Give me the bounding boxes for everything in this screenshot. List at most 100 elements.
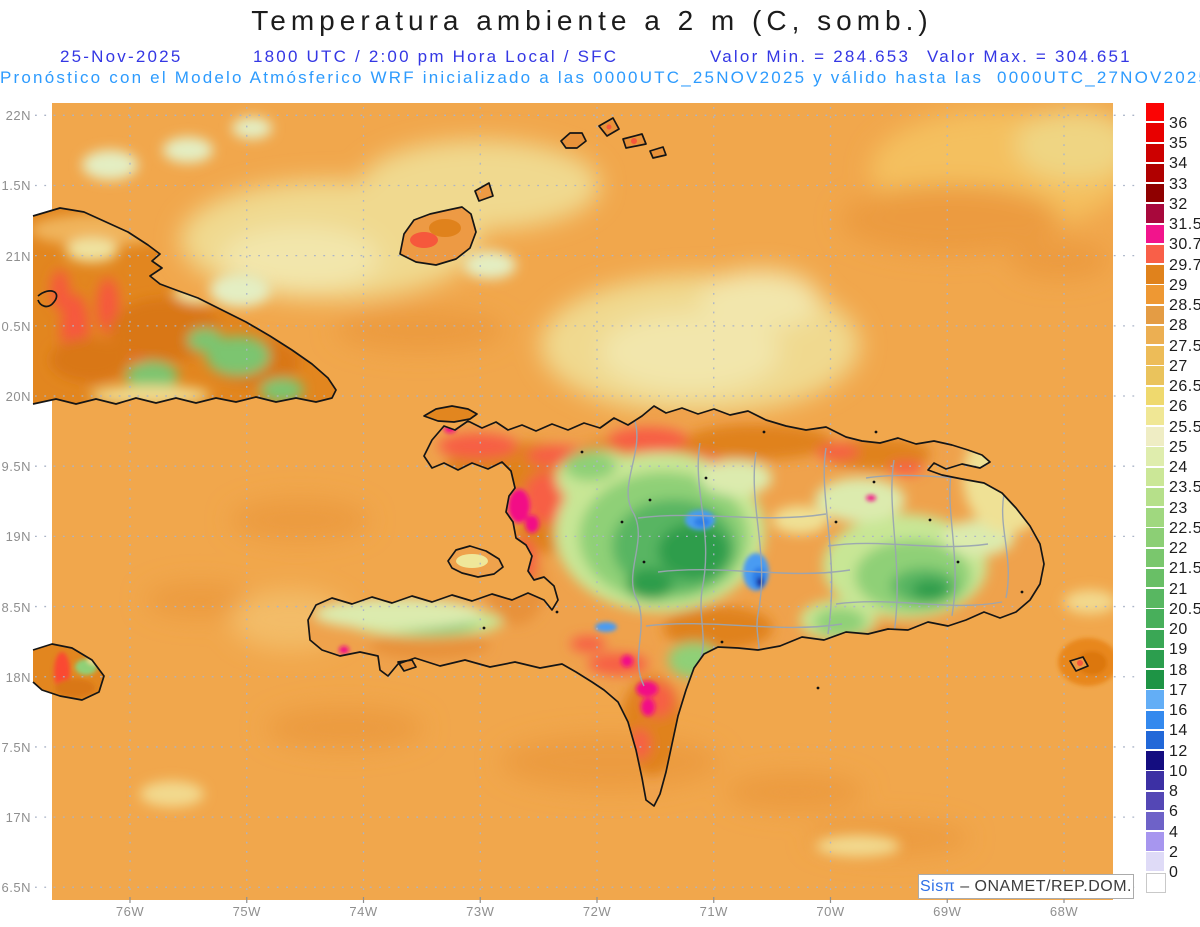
x-axis-label: 74W (349, 904, 378, 919)
colorbar-label: 28 (1169, 317, 1188, 335)
colorbar-cell (1146, 184, 1164, 203)
colorbar-label: 8 (1169, 783, 1179, 801)
colorbar-label: 18 (1169, 661, 1188, 679)
colorbar-label: 26 (1169, 398, 1188, 416)
x-axis-label: 75W (232, 904, 261, 919)
valor-max-value: 304.651 (1054, 47, 1132, 66)
colorbar-cell (1146, 568, 1164, 588)
attribution-separator: – (955, 877, 975, 895)
colorbar-cell (1146, 447, 1164, 466)
y-axis-label: 0.5N (1, 318, 31, 334)
colorbar-cell (1146, 224, 1164, 243)
colorbar-cell (1146, 528, 1164, 547)
colorbar-cell (1146, 123, 1164, 142)
colorbar-label: 22 (1169, 540, 1188, 558)
x-axis-label: 70W (816, 904, 845, 919)
y-axis-label: 18N (5, 669, 31, 685)
y-axis-label: 1.5N (1, 178, 31, 194)
colorbar-cell (1146, 244, 1164, 264)
axis-ticks (129, 897, 1065, 903)
colorbar-cell (1146, 811, 1164, 831)
colorbar-cell (1146, 427, 1164, 446)
header-run-info: 1800 UTC / 2:00 pm Hora Local / SFC (253, 47, 619, 66)
colorbar-cell (1146, 386, 1164, 406)
colorbar-cell (1146, 771, 1164, 790)
colorbar-cell (1146, 487, 1164, 507)
y-axis-label: 20N (5, 389, 31, 405)
colorbar-label: 35 (1169, 135, 1188, 152)
page-title: Temperatura ambiente a 2 m (C, somb.) (251, 5, 933, 36)
y-axis-label: 21N (5, 248, 31, 264)
colorbar-label: 23 (1169, 499, 1188, 517)
colorbar-cell (1146, 872, 1166, 894)
colorbar-label: 28.5 (1169, 297, 1200, 315)
colorbar-cell (1146, 204, 1164, 223)
colorbar-cell (1146, 609, 1164, 628)
colorbar-label: 29 (1169, 276, 1188, 294)
colorbar-cell (1146, 143, 1164, 162)
attribution-box: Sisπ – ONAMET/REP.DOM. (918, 874, 1134, 899)
colorbar-label: 21 (1169, 580, 1188, 598)
colorbar-label: 2 (1169, 843, 1179, 861)
y-axis-label: 22N (5, 108, 31, 124)
colorbar-label: 31.5 (1169, 216, 1200, 234)
valor-min-value: 284.653 (833, 47, 911, 66)
colorbar-label: 29.7 (1169, 256, 1200, 274)
colorbar-cell (1146, 467, 1164, 487)
colorbar-label: 17 (1169, 681, 1188, 699)
y-axis-label: 17N (5, 810, 31, 826)
y-axis-label: 8.5N (1, 599, 31, 615)
colorbar-label: 6 (1169, 803, 1179, 821)
x-axis-label: 69W (933, 904, 962, 919)
colorbar-label: 4 (1169, 823, 1179, 841)
colorbar-label: 30.7 (1169, 236, 1200, 254)
coastline (32, 117, 1089, 807)
valor-min-label: Valor Min. = (710, 47, 827, 66)
colorbar-cell (1146, 730, 1164, 750)
colorbar-label: 27 (1169, 357, 1188, 375)
header-valor-max: Valor Max. = 304.651 (927, 47, 1132, 67)
colorbar-cell (1146, 670, 1164, 689)
attribution-org: ONAMET/REP.DOM. (974, 877, 1132, 895)
colorbar-label: 19 (1169, 641, 1188, 659)
colorbar-label: 10 (1169, 762, 1188, 780)
header-forecast-line: Pronóstico con el Modelo Atmósferico WRF… (0, 68, 1200, 87)
colorbar-label: 20.5 (1169, 600, 1200, 618)
colorbar-cell (1146, 265, 1164, 284)
colorbar-label: 33 (1169, 175, 1188, 193)
x-axis-label: 71W (699, 904, 728, 919)
colorbar-label: 22.5 (1169, 519, 1200, 537)
colorbar-cell (1146, 629, 1164, 649)
colorbar-label: 27.5 (1169, 337, 1200, 355)
y-axis-label: 6.5N (1, 880, 31, 896)
colorbar-label: 23.5 (1169, 479, 1200, 497)
colorbar-label: 25.5 (1169, 418, 1200, 436)
colorbar-cell (1146, 791, 1164, 811)
colorbar-label: 12 (1169, 742, 1188, 760)
colorbar-label: 32 (1169, 195, 1188, 213)
colorbar-cell (1146, 832, 1164, 851)
colorbar-label: 26.5 (1169, 378, 1200, 396)
colorbar-label: 34 (1169, 155, 1188, 173)
colorbar-label: 24 (1169, 459, 1188, 477)
colorbar-cell (1146, 285, 1164, 304)
x-axis-label: 72W (582, 904, 612, 919)
colorbar-label: 25 (1169, 438, 1188, 456)
colorbar-cell (1146, 103, 1164, 122)
colorbar-label: 20 (1169, 621, 1188, 639)
colorbar-label: 36 (1169, 114, 1188, 132)
colorbar-cell (1146, 710, 1164, 730)
attribution-brand: Sisπ (919, 877, 956, 895)
colorbar-label: 0 (1169, 864, 1179, 882)
y-axis-label: 19N (5, 529, 31, 545)
colorbar-cell (1146, 852, 1164, 871)
colorbar-cell (1146, 325, 1164, 345)
header-date: 25-Nov-2025 (60, 47, 183, 66)
colorbar-label: 21.5 (1169, 560, 1200, 578)
grid-lines (35, 107, 1136, 898)
colorbar-cell (1146, 305, 1164, 324)
colorbar-label: 16 (1169, 702, 1188, 720)
y-axis-label: 9.5N (1, 459, 31, 475)
